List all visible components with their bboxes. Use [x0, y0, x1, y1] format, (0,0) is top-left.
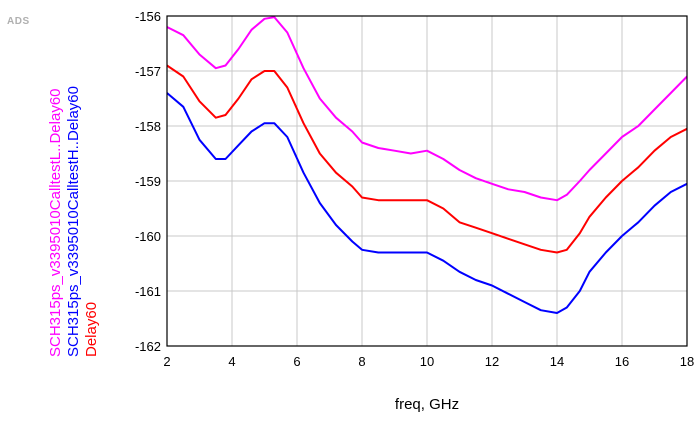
x-tick-label: 16 — [615, 354, 629, 369]
legend-entry-1: SCH315ps_v3395010CalltestL..Delay60 — [47, 88, 64, 357]
y-tick-label: -156 — [135, 9, 161, 24]
series-layer — [166, 16, 688, 314]
y-tick-label: -159 — [135, 174, 161, 189]
legend-entry-2: SCH315ps_v3395010CalltestH..Delay60 — [65, 86, 82, 357]
app-logo-label: ADS — [7, 16, 30, 27]
x-tick-label: 8 — [358, 354, 365, 369]
y-tick-label: -157 — [135, 64, 161, 79]
tick-labels: 2 4 6 8 10 12 14 16 18 -162 -161 -160 -159 -158 -157 -1… — [135, 9, 694, 369]
x-tick-label: 4 — [228, 354, 235, 369]
plot-frame — [166, 15, 688, 347]
x-axis-title: freq, GHz — [395, 396, 459, 413]
x-tick-label: 14 — [550, 354, 564, 369]
x-tick-label: 18 — [680, 354, 694, 369]
x-tick-label: 2 — [163, 354, 170, 369]
grid — [166, 15, 688, 347]
x-tick-label: 10 — [420, 354, 434, 369]
y-tick-label: -161 — [135, 284, 161, 299]
legend: SCH315ps_v3395010CalltestL..Delay60 SCH3… — [47, 86, 100, 357]
x-tick-label: 6 — [293, 354, 300, 369]
series-line-3 — [166, 64, 688, 254]
y-tick-label: -158 — [135, 119, 161, 134]
y-tick-label: -162 — [135, 339, 161, 354]
legend-entry-3: Delay60 — [83, 302, 100, 357]
series-line-1 — [166, 16, 688, 202]
series-line-2 — [166, 92, 688, 314]
y-tick-label: -160 — [135, 229, 161, 244]
x-tick-label: 12 — [485, 354, 499, 369]
